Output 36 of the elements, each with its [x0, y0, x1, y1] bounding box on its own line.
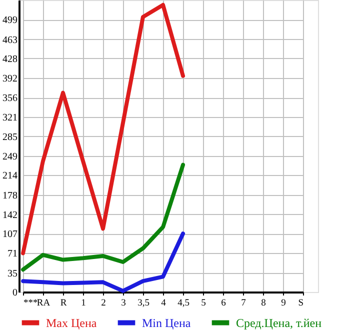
x-tick-label: 3: [121, 298, 126, 308]
line-series: [21, 232, 185, 293]
y-tick-label: 107: [2, 229, 18, 240]
y-tick-label: 428: [2, 54, 18, 65]
x-tick-label: 4: [161, 298, 166, 308]
y-tick-label: 392: [2, 74, 18, 85]
y-tick-label: 178: [2, 190, 18, 202]
y-tick-label: 321: [2, 112, 18, 124]
y-tick-label: 463: [2, 34, 18, 46]
x-tick-label: 4,5: [178, 298, 190, 308]
x-tick-label: RA: [36, 298, 50, 308]
x-tick-label: 5: [201, 298, 206, 308]
x-tick-label: 9: [281, 298, 286, 308]
x-tick-label: 6: [221, 298, 226, 308]
x-tick-label: 3,5: [138, 298, 150, 308]
legend-label: Сред.Цена, т.йен: [236, 316, 322, 330]
line-series: [21, 2, 185, 256]
line-series: [21, 162, 185, 272]
x-tick-label: 7: [241, 298, 246, 308]
y-tick-label: 35: [8, 268, 18, 280]
y-tick-label: 0: [12, 288, 18, 298]
y-tick-label: 71: [8, 248, 18, 260]
y-tick-label: 499: [2, 15, 18, 26]
y-tick-label: 249: [2, 152, 18, 163]
y-tick-label: 214: [2, 170, 18, 182]
legend-label: Max Цена: [46, 316, 98, 330]
y-tick-label: 356: [2, 93, 18, 104]
x-tick-label: 2: [101, 298, 106, 308]
x-tick-label: 1: [81, 298, 86, 308]
y-tick-label: 142: [2, 210, 18, 221]
x-tick-label: 8: [261, 298, 266, 308]
legend-label: Min Цена: [142, 316, 192, 330]
x-tick-label: R: [60, 298, 68, 308]
y-tick-label: 285: [2, 132, 18, 143]
x-tick-label: S: [298, 298, 304, 308]
x-tick-label: ***: [24, 298, 38, 308]
